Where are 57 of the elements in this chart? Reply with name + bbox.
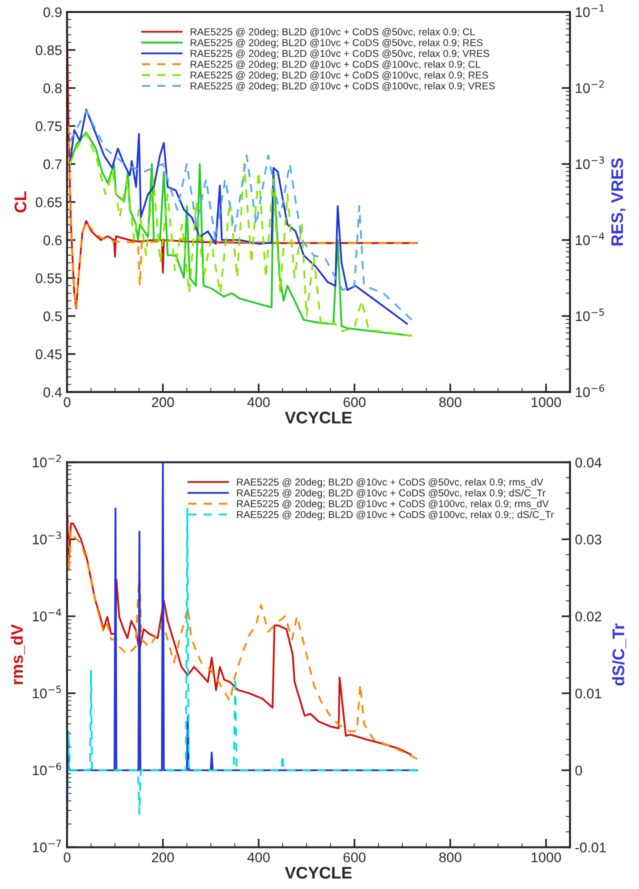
y-axis-title: CL	[14, 191, 26, 212]
x-tick-label: 0	[64, 397, 70, 408]
x-tick-label: 400	[247, 852, 270, 862]
y-tick-label: 0.6	[43, 235, 62, 246]
y-tick-label: 0.8	[43, 83, 62, 94]
y2-tick-label: 0.02	[575, 612, 602, 622]
y-tick-label: 0.5	[43, 311, 62, 322]
y-tick-label: 0.9	[43, 7, 62, 18]
y2-tick-label: -0.01	[575, 842, 606, 852]
legend-label: RAE5225 @ 20deg; BL2D @10vc + CoDS @50vc, relax 0.9; rms_dV	[237, 478, 544, 488]
x-tick-label: 200	[152, 397, 174, 408]
x-tick-label: 400	[247, 397, 270, 408]
x-tick-label: 1000	[532, 852, 561, 862]
y2-tick-label: 10$^{−5}$	[576, 308, 604, 322]
y-axis-title: rms_dV	[10, 624, 25, 684]
y-tick-label: 0.45	[36, 349, 62, 360]
x-tick-label: 800	[439, 852, 462, 862]
x-tick-label: 0	[64, 852, 70, 862]
x-axis-title: VCYCLE	[284, 866, 352, 879]
legend-label: RAE5225 @ 20deg; BL2D @10vc + CoDS @100vc, relax 0.9; rms_dV	[237, 500, 549, 510]
legend-label: RAE5225 @ 20deg; BL2D @10vc + CoDS @50vc, relax 0.9; RES	[190, 38, 483, 48]
x-tick-label: 1000	[532, 397, 561, 408]
y2-tick-label: 0.03	[575, 534, 602, 544]
legend-label: RAE5225 @ 20deg; BL2D @10vc + CoDS @100vc, relax 0.9; VRES	[190, 82, 495, 92]
y2-tick-label: 0	[575, 766, 582, 776]
legend-label: RAE5225 @ 20deg; BL2D @10vc + CoDS @50vc, relax 0.9; CL	[190, 28, 475, 38]
legend-label: RAE5225 @ 20deg; BL2D @10vc + CoDS @100vc, relax 0.9;; dS/C_Tr	[237, 510, 554, 520]
y-tick-label: 10$^{−7}$	[32, 840, 61, 852]
y2-tick-label: 10$^{−3}$	[576, 156, 604, 170]
x-tick-label: 600	[344, 852, 366, 862]
legend-label: RAE5225 @ 20deg; BL2D @10vc + CoDS @50vc, relax 0.9; VRES	[190, 50, 490, 59]
y-tick-label: 0.4	[43, 387, 62, 398]
y-tick-label: 10$^{−6}$	[32, 762, 62, 776]
y2-tick-label: 10$^{−2}$	[576, 80, 604, 94]
y2-axis-title: RES, VRES	[611, 158, 626, 246]
y-tick-label: 0.7	[43, 159, 62, 170]
x-tick-label: 200	[152, 852, 174, 862]
y-tick-label: 0.65	[36, 197, 62, 208]
y2-tick-label: 0.04	[575, 458, 602, 468]
y-tick-label: 0.75	[36, 121, 62, 132]
y-tick-label: 0.85	[36, 45, 62, 56]
y2-tick-label: 10$^{−6}$	[576, 384, 604, 398]
y-tick-label: 10$^{−4}$	[32, 608, 62, 622]
y-tick-label: 10$^{−2}$	[32, 454, 61, 468]
x-axis-title: VCYCLE	[284, 412, 352, 424]
legend-label: RAE5225 @ 20deg; BL2D @10vc + CoDS @50vc, relax 0.9; dS/C_Tr	[237, 489, 546, 498]
y-tick-label: 10$^{−5}$	[32, 686, 61, 698]
legend-label: RAE5225 @ 20deg; BL2D @10vc + CoDS @100vc, relax 0.9; RES	[190, 71, 488, 81]
y2-tick-label: 0.01	[575, 688, 602, 698]
y-tick-label: 10$^{−3}$	[32, 532, 61, 544]
x-tick-label: 800	[439, 397, 462, 408]
legend-label: RAE5225 @ 20deg; BL2D @10vc + CoDS @100vc, relax 0.9; CL	[190, 60, 480, 70]
x-tick-label: 600	[344, 397, 366, 408]
y2-tick-label: 10$^{−4}$	[576, 232, 604, 246]
y2-tick-label: 10$^{−1}$	[576, 4, 604, 18]
y2-axis-title: dS/C_Tr	[612, 624, 626, 686]
y-tick-label: 0.55	[36, 273, 62, 284]
